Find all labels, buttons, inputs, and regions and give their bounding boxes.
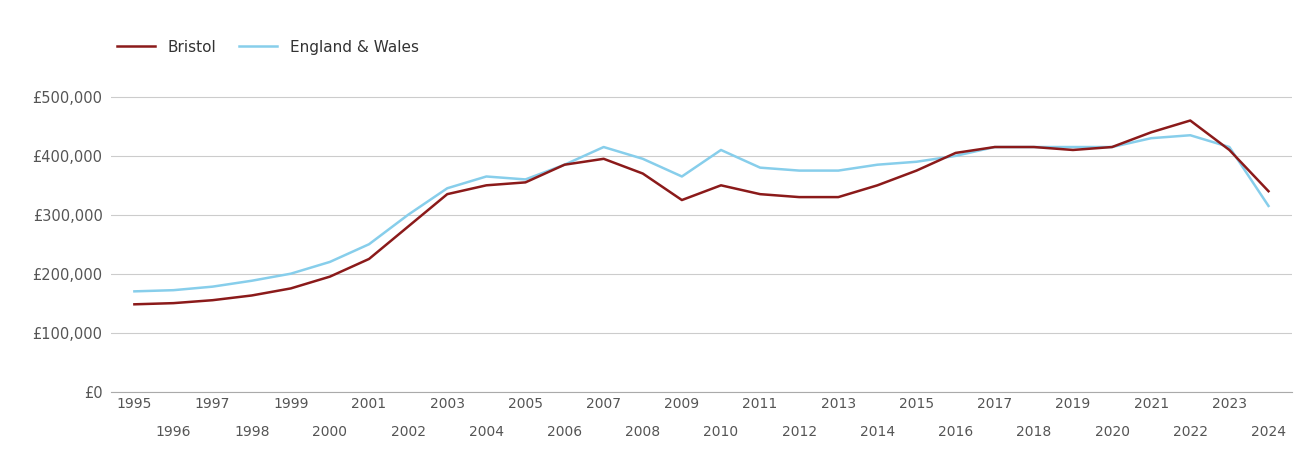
England & Wales [675,174,690,179]
Bristol [908,168,924,173]
Bristol [752,191,767,197]
Text: 2024: 2024 [1251,425,1285,439]
England & Wales [830,168,846,173]
Text: 2000: 2000 [312,425,347,439]
England & Wales [244,278,260,284]
Bristol [987,144,1002,150]
England & Wales [557,162,573,167]
Bristol [440,191,455,197]
England & Wales [127,288,142,294]
Text: 2008: 2008 [625,425,660,439]
Text: 2002: 2002 [390,425,425,439]
Line: Bristol: Bristol [134,121,1268,304]
Bristol [557,162,573,167]
England & Wales [518,177,534,182]
Text: 2010: 2010 [703,425,739,439]
England & Wales [401,212,416,217]
England & Wales [166,288,181,293]
England & Wales [636,156,651,162]
Text: 2006: 2006 [547,425,582,439]
Bristol [1221,147,1237,153]
Bristol [205,297,221,303]
England & Wales [869,162,885,167]
England & Wales [1104,144,1120,150]
Text: 2012: 2012 [782,425,817,439]
England & Wales [947,153,963,158]
Bristol [166,301,181,306]
Bristol [713,183,728,188]
England & Wales [987,144,1002,150]
Bristol [869,183,885,188]
Bristol [636,171,651,176]
Text: 1996: 1996 [155,425,192,439]
England & Wales [1261,203,1276,209]
England & Wales [596,144,612,150]
England & Wales [1182,133,1198,138]
Bristol [1261,189,1276,194]
Text: 2004: 2004 [468,425,504,439]
England & Wales [440,185,455,191]
Bristol [791,194,806,200]
Text: 2020: 2020 [1095,425,1130,439]
England & Wales [791,168,806,173]
Bristol [518,180,534,185]
England & Wales [205,284,221,289]
Bristol [244,293,260,298]
England & Wales [1221,144,1237,150]
Text: 2014: 2014 [860,425,895,439]
England & Wales [1143,135,1159,141]
Bristol [1143,130,1159,135]
England & Wales [713,147,728,153]
Bristol [283,286,299,291]
Bristol [127,302,142,307]
Bristol [947,150,963,156]
England & Wales [1026,144,1041,150]
Bristol [1065,147,1081,153]
England & Wales [1065,144,1081,150]
Bristol [1026,144,1041,150]
Bristol [1104,144,1120,150]
Bristol [361,256,377,261]
England & Wales [752,165,767,171]
Bristol [675,198,690,203]
Legend: Bristol, England & Wales: Bristol, England & Wales [111,34,424,61]
Text: 2016: 2016 [938,425,974,439]
Bristol [322,274,338,279]
England & Wales [283,271,299,276]
Bristol [401,224,416,229]
England & Wales [908,159,924,164]
Text: 2018: 2018 [1017,425,1052,439]
England & Wales [361,242,377,247]
Text: 1998: 1998 [234,425,269,439]
Text: 2022: 2022 [1173,425,1207,439]
England & Wales [479,174,495,179]
Bristol [1182,118,1198,123]
England & Wales [322,259,338,265]
Line: England & Wales: England & Wales [134,135,1268,291]
Bristol [830,194,846,200]
Bristol [596,156,612,162]
Bristol [479,183,495,188]
